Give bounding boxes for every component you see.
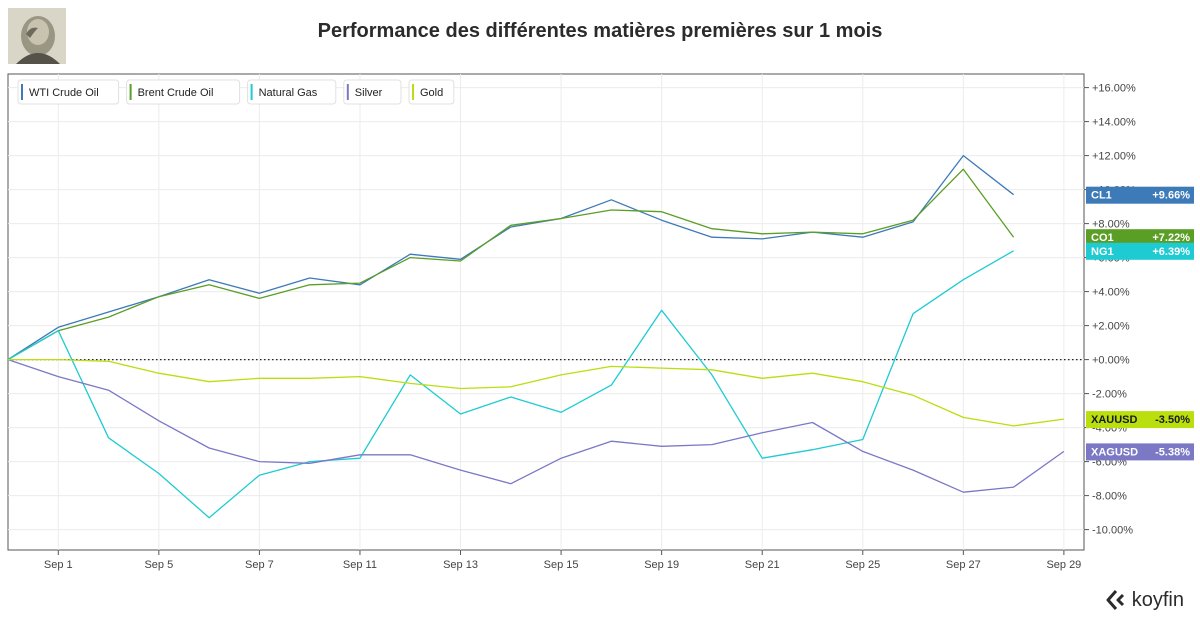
legend-item: Gold	[408, 79, 455, 105]
series-line-gold	[8, 358, 1064, 427]
last-value-tag-bg	[1086, 186, 1194, 204]
y-tick-label: +8.00%	[1092, 219, 1130, 231]
last-value-tag-ng1: NG1 +6.39%	[1086, 242, 1194, 260]
x-tick-label: Sep 19	[644, 559, 679, 571]
last-value-tag-xauusd: XAUUSD -3.50%	[1086, 411, 1194, 429]
x-tick-label: Sep 1	[44, 559, 73, 571]
legend-color-swatch	[346, 84, 349, 100]
koyfin-logo: koyfin	[1106, 588, 1184, 612]
x-tick-label: Sep 15	[544, 559, 579, 571]
legend-color-swatch	[250, 84, 253, 100]
legend-color-swatch	[21, 84, 23, 100]
x-tick-label: Sep 5	[144, 559, 173, 571]
x-tick-label: Sep 27	[946, 559, 981, 571]
chart-title: Performance des différentes matières pre…	[317, 20, 883, 42]
series-line-silver	[7, 358, 1065, 493]
legend-item-box	[126, 79, 241, 105]
series-line-wti-crude-oil	[7, 154, 1015, 361]
x-tick-label: Sep 7	[245, 559, 274, 571]
y-tick-label: +4.00%	[1092, 287, 1130, 299]
y-tick-label: -2.00%	[1092, 389, 1127, 401]
legend-label: Natural Gas	[259, 87, 318, 99]
y-tick-label: +2.00%	[1092, 321, 1130, 333]
last-value-tag-value: +9.66%	[1152, 190, 1190, 202]
last-value-tag-bg	[1086, 242, 1194, 260]
legend-item-box	[343, 79, 402, 105]
last-value-tag-symbol: NG1	[1091, 246, 1114, 258]
x-tick-label: Sep 21	[745, 559, 780, 571]
legend-item: Brent Crude Oil	[126, 79, 241, 105]
brand-name: koyfin	[1131, 588, 1184, 611]
last-value-tag-value: +6.39%	[1152, 246, 1190, 258]
last-value-tag-xagusd: XAGUSD -5.38%	[1086, 443, 1194, 461]
last-value-tag-bg	[1086, 411, 1194, 429]
koyfin-mark-icon	[1106, 590, 1124, 610]
y-tick-label: +16.00%	[1092, 83, 1136, 95]
legend-item: Natural Gas	[247, 79, 337, 105]
legend-item: WTI Crude Oil	[17, 79, 120, 105]
y-tick-label: -10.00%	[1092, 525, 1133, 537]
last-value-tag-cl1: CL1 +9.66%	[1086, 186, 1194, 204]
y-tick-label: +0.00%	[1092, 355, 1130, 367]
last-value-tag-value: +7.22%	[1152, 232, 1190, 244]
last-value-tag-symbol: CL1	[1091, 190, 1112, 202]
last-value-tag-symbol: CO1	[1091, 232, 1114, 244]
last-value-tag-value: -5.38%	[1155, 446, 1190, 458]
y-tick-label: -8.00%	[1092, 491, 1127, 503]
last-value-tag-symbol: XAUUSD	[1091, 414, 1138, 426]
legend-color-swatch	[129, 84, 132, 100]
legend-item-box	[17, 79, 120, 105]
last-value-tag-bg	[1086, 229, 1194, 247]
y-tick-label: +14.00%	[1092, 117, 1136, 129]
last-value-tag-bg	[1086, 443, 1194, 461]
avatar	[8, 8, 66, 64]
series-line-natural-gas	[7, 250, 1014, 519]
legend-label: Brent Crude Oil	[138, 87, 214, 99]
last-value-tag-value: -3.50%	[1155, 414, 1190, 426]
x-tick-label: Sep 25	[845, 559, 880, 571]
legend-item-box	[247, 79, 337, 105]
legend-item-box	[408, 79, 455, 105]
series-line-brent-crude-oil	[7, 168, 1015, 361]
x-tick-label: Sep 11	[343, 559, 377, 571]
legend-label: Silver	[355, 87, 383, 99]
x-tick-label: Sep 13	[443, 559, 478, 571]
legend-label: WTI Crude Oil	[29, 87, 99, 99]
legend-label: Gold	[420, 87, 443, 99]
last-value-tag-symbol: XAGUSD	[1091, 446, 1138, 458]
x-tick-label: Sep 29	[1046, 559, 1081, 571]
last-value-tag-co1: CO1 +7.22%	[1086, 229, 1194, 247]
legend-item: Silver	[343, 79, 402, 105]
plot-area	[7, 73, 1085, 551]
legend-color-swatch	[412, 84, 414, 100]
legend: WTI Crude Oil Brent Crude Oil Natural Gas S…	[17, 79, 455, 105]
y-tick-label: +12.00%	[1092, 151, 1136, 163]
